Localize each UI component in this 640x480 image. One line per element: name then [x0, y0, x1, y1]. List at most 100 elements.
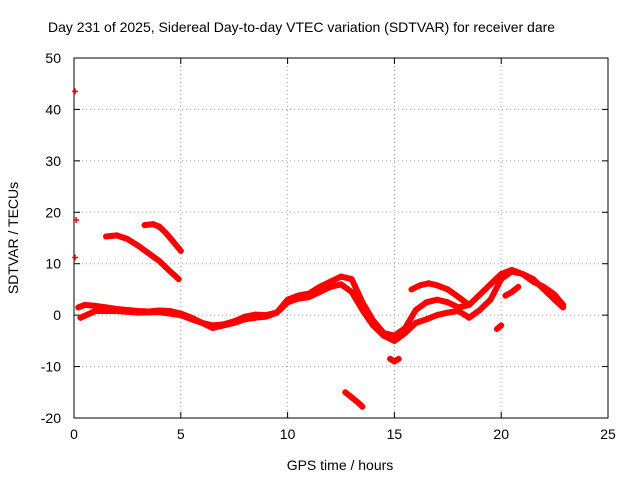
data-point — [508, 268, 515, 275]
data-point — [77, 314, 84, 321]
data-point — [444, 299, 451, 306]
data-point — [156, 258, 163, 265]
data-point — [370, 322, 377, 329]
data-point — [444, 286, 451, 293]
data-point — [231, 319, 238, 326]
data-point — [508, 289, 515, 295]
data-point — [380, 332, 387, 339]
data-point — [423, 316, 430, 323]
x-tick-label: 15 — [387, 426, 403, 442]
data-point — [273, 309, 280, 316]
data-point — [498, 276, 505, 283]
series-upper-arc-2 — [141, 221, 184, 254]
x-tick-label: 10 — [280, 426, 296, 442]
data-point — [199, 319, 206, 326]
data-point — [81, 301, 88, 308]
series-upper-left-arc — [103, 232, 182, 283]
data-point — [493, 326, 500, 333]
data-point — [327, 278, 334, 285]
data-point — [434, 312, 441, 319]
data-point — [316, 289, 323, 295]
data-point — [498, 322, 505, 329]
series-trace — [141, 221, 184, 254]
data-point — [348, 276, 355, 283]
data-point — [162, 229, 169, 236]
data-point — [209, 325, 216, 331]
data-point — [476, 291, 483, 298]
data-point — [466, 301, 473, 308]
data-point — [305, 294, 312, 301]
data-point — [408, 286, 415, 293]
series-upper-branch-16 — [408, 280, 473, 308]
y-tick-label: 40 — [45, 101, 61, 117]
data-point — [295, 295, 302, 302]
data-point — [455, 308, 462, 315]
data-point — [417, 282, 424, 289]
data-point — [348, 394, 355, 401]
series-main-track-b — [77, 268, 567, 344]
series-trace — [342, 389, 366, 410]
x-tick-label: 25 — [600, 426, 616, 442]
data-point — [167, 268, 174, 275]
data-point — [391, 358, 398, 365]
y-axis-label: SDTVAR / TECUs — [5, 182, 21, 294]
data-point — [355, 399, 362, 406]
data-point — [359, 307, 366, 313]
series-main-track-a — [75, 266, 567, 339]
data-point — [395, 355, 402, 362]
y-tick-label: 10 — [45, 256, 61, 272]
data-point — [220, 322, 227, 329]
data-point — [135, 309, 142, 316]
data-point — [519, 271, 526, 277]
series-trace — [103, 232, 182, 283]
data-point — [560, 304, 567, 311]
data-point — [487, 281, 494, 288]
data-point — [338, 273, 344, 280]
x-axis-label: GPS time / hours — [287, 457, 394, 473]
y-tick-label: 0 — [53, 307, 61, 323]
data-point — [113, 232, 120, 239]
series-low-segment-13 — [342, 389, 366, 410]
data-point — [359, 403, 366, 410]
data-point — [124, 236, 131, 243]
data-point — [348, 289, 355, 295]
data-point — [434, 282, 441, 289]
data-point — [425, 280, 432, 287]
data-point — [284, 299, 291, 306]
y-tick-label: -20 — [41, 410, 61, 426]
series-outliers-left — [72, 88, 80, 261]
data-point — [551, 296, 558, 303]
data-point — [113, 308, 120, 315]
data-point — [444, 309, 451, 316]
data-point — [177, 247, 184, 254]
data-point — [156, 223, 163, 230]
data-point — [487, 296, 494, 303]
x-tick-label: 20 — [493, 426, 509, 442]
x-tick-label: 0 — [70, 426, 78, 442]
data-point — [241, 316, 248, 323]
series-dip-near-15 — [387, 355, 402, 365]
data-point — [412, 319, 419, 326]
data-point — [327, 283, 334, 290]
data-point — [412, 307, 419, 313]
data-point — [402, 330, 409, 337]
series-segment-20 — [493, 322, 505, 333]
data-point — [145, 250, 152, 257]
data-point — [502, 292, 509, 299]
data-point — [169, 237, 176, 244]
y-tick-label: 20 — [45, 204, 61, 220]
axes: 0 5 10 15 20 25 -20 -10 0 10 20 30 40 50 — [41, 50, 616, 442]
data-point — [92, 302, 99, 309]
data-point — [387, 355, 394, 362]
data-point — [103, 233, 110, 240]
data-point — [156, 309, 163, 316]
data-point — [342, 389, 349, 396]
data-point — [455, 294, 462, 301]
plot-frame — [73, 57, 609, 419]
data-point — [263, 313, 270, 320]
data-point — [72, 254, 79, 261]
data-point — [466, 314, 473, 321]
chart-title: Day 231 of 2025, Sidereal Day-to-day VTE… — [48, 19, 555, 35]
y-tick-label: 50 — [45, 50, 61, 66]
data-series — [72, 88, 567, 410]
